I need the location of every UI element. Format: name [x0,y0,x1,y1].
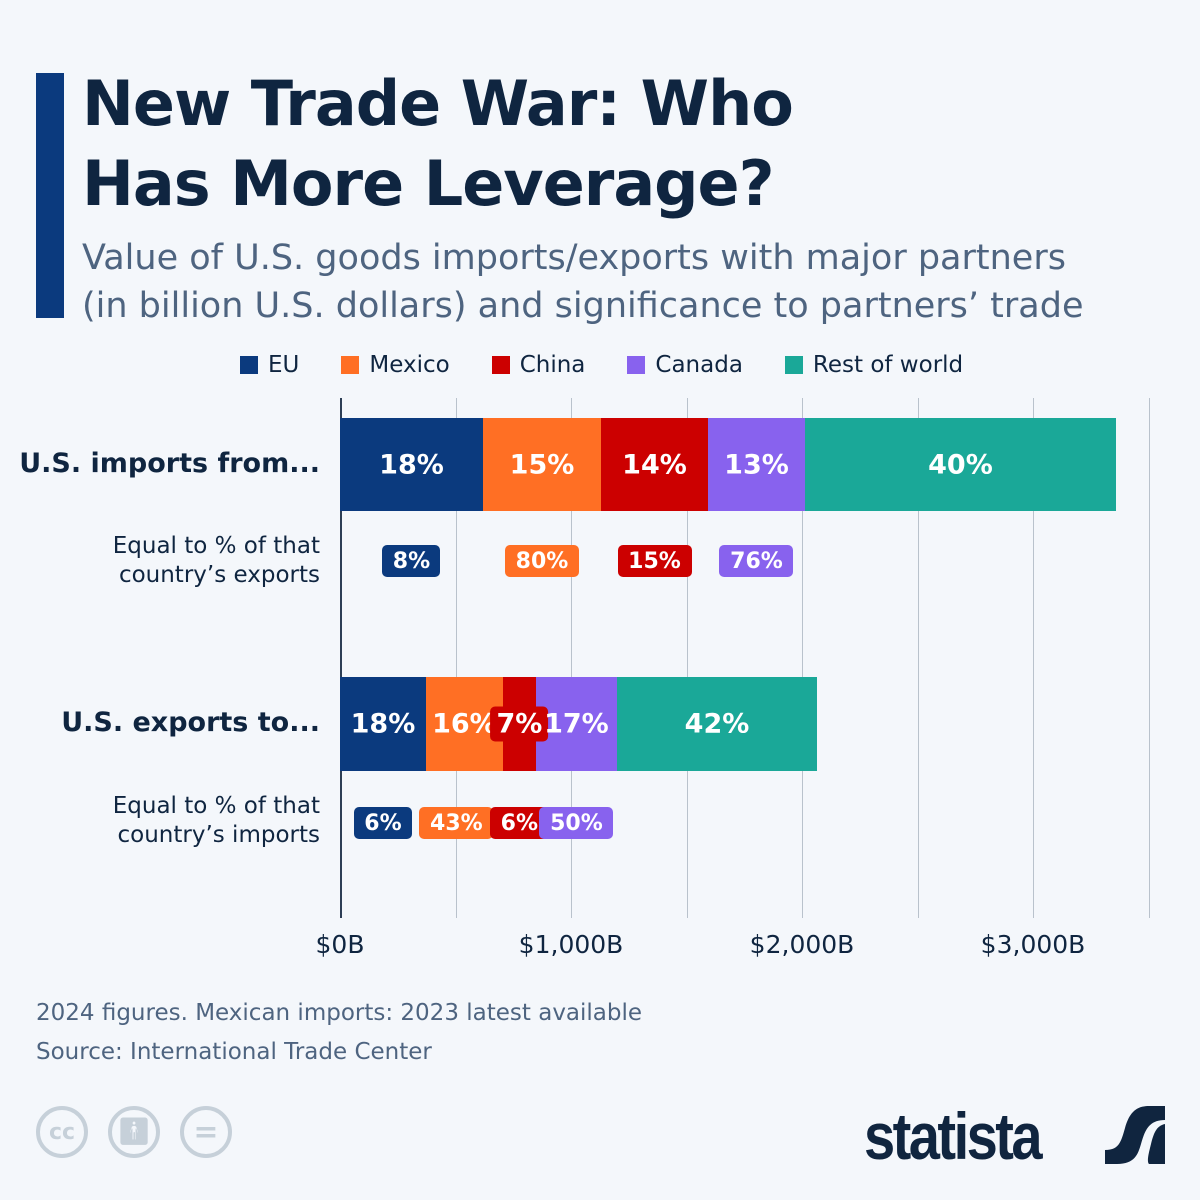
bar-segment-canada [535,677,617,771]
bar-segment-rest-of-world [616,677,817,771]
gridline [802,398,803,918]
partner-share-badge: 6% [490,807,549,839]
bar-segment-china [601,418,708,511]
legend-label: Rest of world [812,352,964,378]
data-label: 18% [350,708,416,740]
data-label: 16% [432,708,497,740]
title-line-1: New Trade War: Who [82,67,794,140]
subtitle-line-1: Value of U.S. goods imports/exports with… [82,238,1066,278]
legend-item-mexico: Mexico [341,352,450,378]
legend-item-eu: EU [240,352,299,378]
gridline [687,398,688,918]
legend: EU Mexico China Canada Rest of world [240,352,1005,378]
data-label: 40% [928,449,993,480]
chart-subtitle: Value of U.S. goods imports/exports with… [82,234,1182,330]
legend-item-china: China [491,352,586,378]
x-tick-label: $1,000B [518,930,624,959]
gridline [1149,398,1150,918]
legend-swatch [491,356,510,374]
x-tick-label: $0B [315,930,365,959]
row-label: U.S. imports from... [19,448,320,479]
title-accent-bar [36,73,64,318]
bar-segment-rest-of-world [805,418,1116,511]
data-label: 13% [724,449,789,480]
attribution-icon: 🚹︎ [108,1106,160,1158]
source-note: Source: International Trade Center [36,1039,432,1065]
x-tick-label: $3,000B [980,930,1086,959]
data-label: 17% [544,708,609,740]
row-label: U.S. exports to... [61,707,320,738]
title-line-2: Has More Leverage? [82,147,775,220]
y-axis-line [340,398,342,918]
sublabel-line: country’s exports [118,562,320,588]
partner-share-badge: 76% [719,545,794,577]
partner-share-badge: 80% [505,545,579,577]
data-label: 18% [379,449,444,480]
bar-segment-eu [340,677,426,771]
statista-logo-mark [1105,1106,1165,1164]
bar-segment-eu [340,418,483,511]
footnote: 2024 figures. Mexican imports: 2023 late… [36,1000,643,1026]
sublabel-line: Equal to % of that [112,533,320,559]
legend-label: Canada [655,352,743,378]
row-sublabel: Equal to % of that country’s imports [113,792,320,850]
legend-swatch [341,356,360,374]
partner-share-badge: 8% [382,545,441,577]
cc-icon: cc [36,1106,88,1158]
gridline [1033,398,1034,918]
gridline [456,398,457,918]
bar-segment-mexico [482,418,602,511]
legend-label: Mexico [369,352,450,378]
subtitle-line-2: (in billion U.S. dollars) and significan… [82,286,1084,326]
chart-title: New Trade War: Who Has More Leverage? [82,64,794,224]
legend-item-canada: Canada [627,352,743,378]
data-label: 7% [490,706,549,742]
no-derivatives-icon: = [180,1106,232,1158]
sublabel-line: Equal to % of that [112,793,320,819]
legend-swatch [240,356,258,374]
x-tick-label: $2,000B [749,930,855,959]
partner-share-badge: 43% [419,807,494,839]
partner-share-badge: 15% [617,545,692,577]
data-label: 42% [684,708,750,740]
legend-item-rest-of-world: Rest of world [784,352,964,378]
chart-area: $0B $1,000B $2,000B $3,000B U.S. imports fro… [19,398,1150,959]
legend-swatch [627,356,646,374]
row-sublabel: Equal to % of that country’s exports [113,532,320,590]
gridline [571,398,572,918]
gridline [918,398,919,918]
legend-label: EU [268,352,300,378]
bar-segment-mexico [425,677,503,771]
legend-swatch [784,356,803,374]
data-label: 14% [622,449,687,480]
bar-segment-canada [707,418,805,511]
data-label: 15% [509,449,575,480]
sublabel-line: country’s imports [117,822,321,848]
statista-logo: statista [864,1099,1043,1173]
partner-share-badge: 50% [539,807,614,839]
partner-share-badge: 6% [353,807,412,839]
legend-label: China [519,352,586,378]
